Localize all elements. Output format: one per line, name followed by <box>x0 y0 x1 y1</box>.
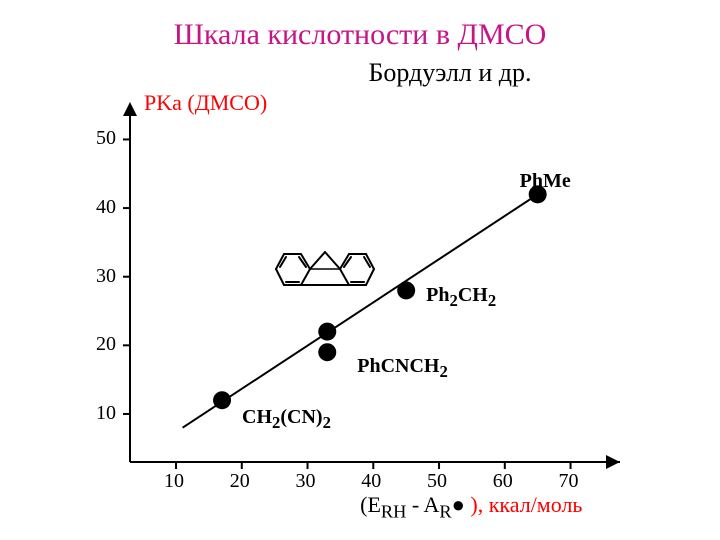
pka-chart: 10 20 30 40 50 60 70 10 20 30 40 50 CH2(CN)2 PhCNCH2 P… <box>80 82 650 512</box>
x-tick-label: 30 <box>296 470 316 493</box>
data-point-label: CH2(CN)2 <box>242 406 331 433</box>
y-tick-label: 40 <box>96 196 116 219</box>
fluorene-structure-icon <box>270 242 380 297</box>
x-tick-label: 10 <box>164 470 184 493</box>
data-point-label: PhMe <box>520 170 571 193</box>
slide-title: Шкала кислотности в ДМСО <box>0 18 720 52</box>
x-tick-label: 70 <box>559 470 579 493</box>
chart-canvas <box>80 82 650 512</box>
x-tick-label: 20 <box>230 470 250 493</box>
x-tick-label: 50 <box>427 470 447 493</box>
y-tick-label: 50 <box>96 127 116 150</box>
x-tick-label: 60 <box>493 470 513 493</box>
data-point-label: Ph2CH2 <box>426 284 496 311</box>
x-axis-label: (ERH - AR● ), ккал/моль <box>360 492 582 522</box>
y-tick-label: 10 <box>96 402 116 425</box>
data-point-label: PhCNCH2 <box>357 355 448 382</box>
x-tick-label: 40 <box>361 470 381 493</box>
y-tick-label: 20 <box>96 333 116 356</box>
y-axis-label: PKa (ДМСО) <box>144 90 267 116</box>
y-tick-label: 30 <box>96 265 116 288</box>
